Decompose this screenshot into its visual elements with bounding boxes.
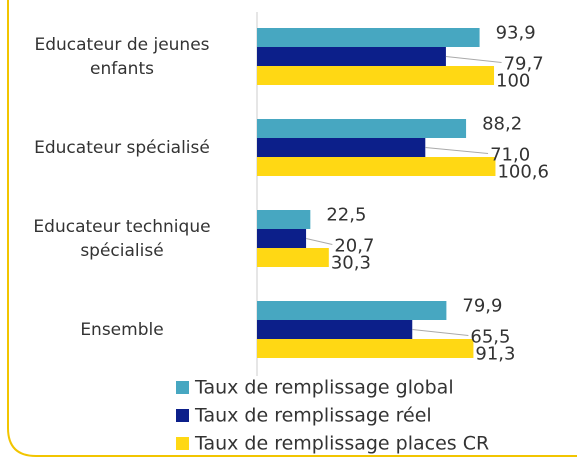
category-label: Educateur de jeunes enfants [34, 34, 210, 79]
legend-label: Taux de remplissage réel [194, 405, 432, 427]
data-label: 88,2 [482, 114, 522, 135]
leader-line [305, 238, 333, 245]
leader-line [425, 147, 489, 154]
category-label: Ensemble [80, 319, 164, 340]
legend-swatch [176, 409, 189, 422]
legend-swatch [176, 381, 189, 394]
data-label: 100,6 [497, 162, 549, 183]
bar [257, 210, 311, 229]
data-label: 71,0 [490, 145, 530, 166]
bar [257, 66, 495, 85]
bar [257, 138, 426, 157]
bar [257, 47, 446, 66]
leader-line [412, 329, 469, 336]
bar [257, 157, 496, 176]
data-label: 91,3 [475, 344, 515, 365]
bar [257, 28, 480, 47]
bar [257, 320, 413, 339]
legend-label: Taux de remplissage places CR [194, 433, 489, 455]
bar [257, 301, 447, 320]
bar [257, 339, 474, 358]
leader-line [445, 56, 502, 63]
data-label: 79,9 [462, 296, 502, 317]
category-label: Educateur technique spécialisé [33, 216, 211, 261]
category-label: Educateur spécialisé [34, 137, 210, 158]
data-label: 65,5 [470, 327, 510, 348]
bar [257, 248, 329, 267]
frame [7, 0, 577, 457]
data-label: 20,7 [334, 236, 374, 257]
bar [257, 229, 307, 248]
bar [257, 119, 467, 138]
legend-label: Taux de remplissage global [194, 377, 454, 399]
data-label: 79,7 [504, 54, 544, 75]
data-label: 100 [496, 71, 530, 92]
legend-swatch [176, 437, 189, 450]
data-label: 22,5 [326, 205, 366, 226]
data-label: 30,3 [331, 253, 371, 274]
data-label: 93,9 [496, 23, 536, 44]
